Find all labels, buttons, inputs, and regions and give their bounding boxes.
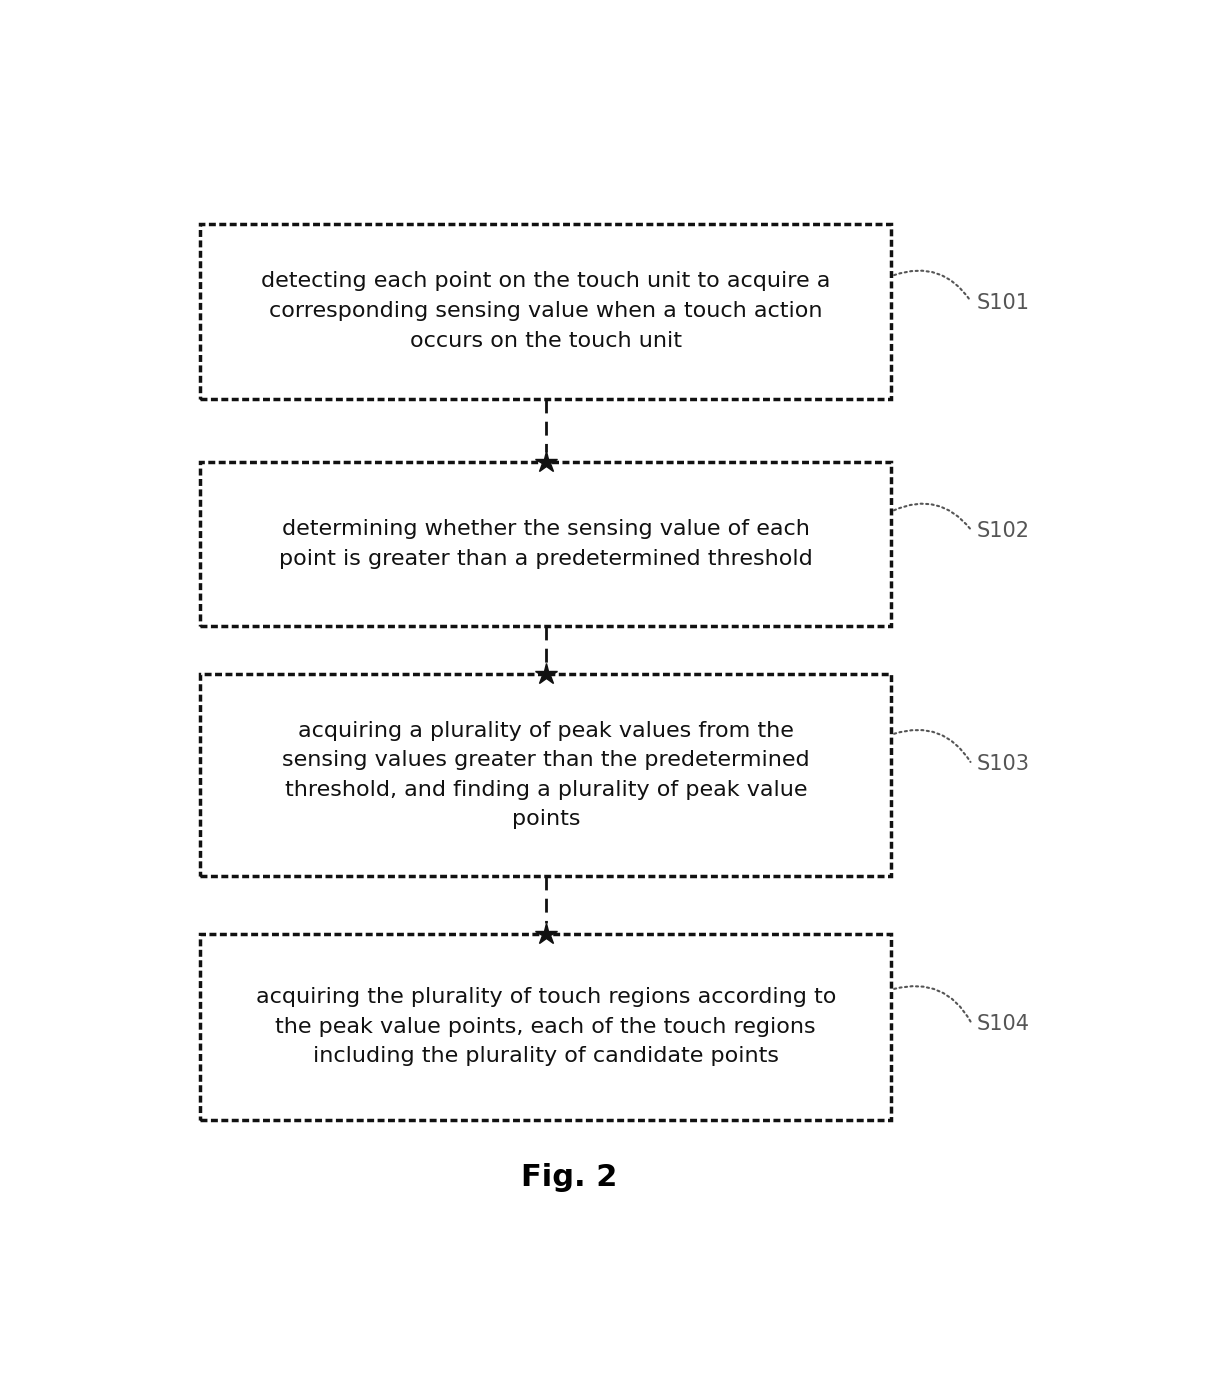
Text: S104: S104	[976, 1013, 1030, 1034]
FancyBboxPatch shape	[200, 223, 892, 398]
FancyBboxPatch shape	[200, 463, 892, 627]
Text: acquiring a plurality of peak values from the
sensing values greater than the pr: acquiring a plurality of peak values fro…	[282, 720, 810, 829]
Text: detecting each point on the touch unit to acquire a
corresponding sensing value : detecting each point on the touch unit t…	[262, 271, 831, 351]
Text: Fig. 2: Fig. 2	[522, 1164, 617, 1192]
Text: determining whether the sensing value of each
point is greater than a predetermi: determining whether the sensing value of…	[279, 519, 813, 569]
FancyBboxPatch shape	[200, 675, 892, 876]
Text: acquiring the plurality of touch regions according to
the peak value points, eac: acquiring the plurality of touch regions…	[255, 987, 836, 1066]
Text: S103: S103	[976, 755, 1030, 774]
Text: S102: S102	[976, 521, 1030, 541]
FancyBboxPatch shape	[200, 934, 892, 1120]
Text: S101: S101	[976, 293, 1030, 313]
